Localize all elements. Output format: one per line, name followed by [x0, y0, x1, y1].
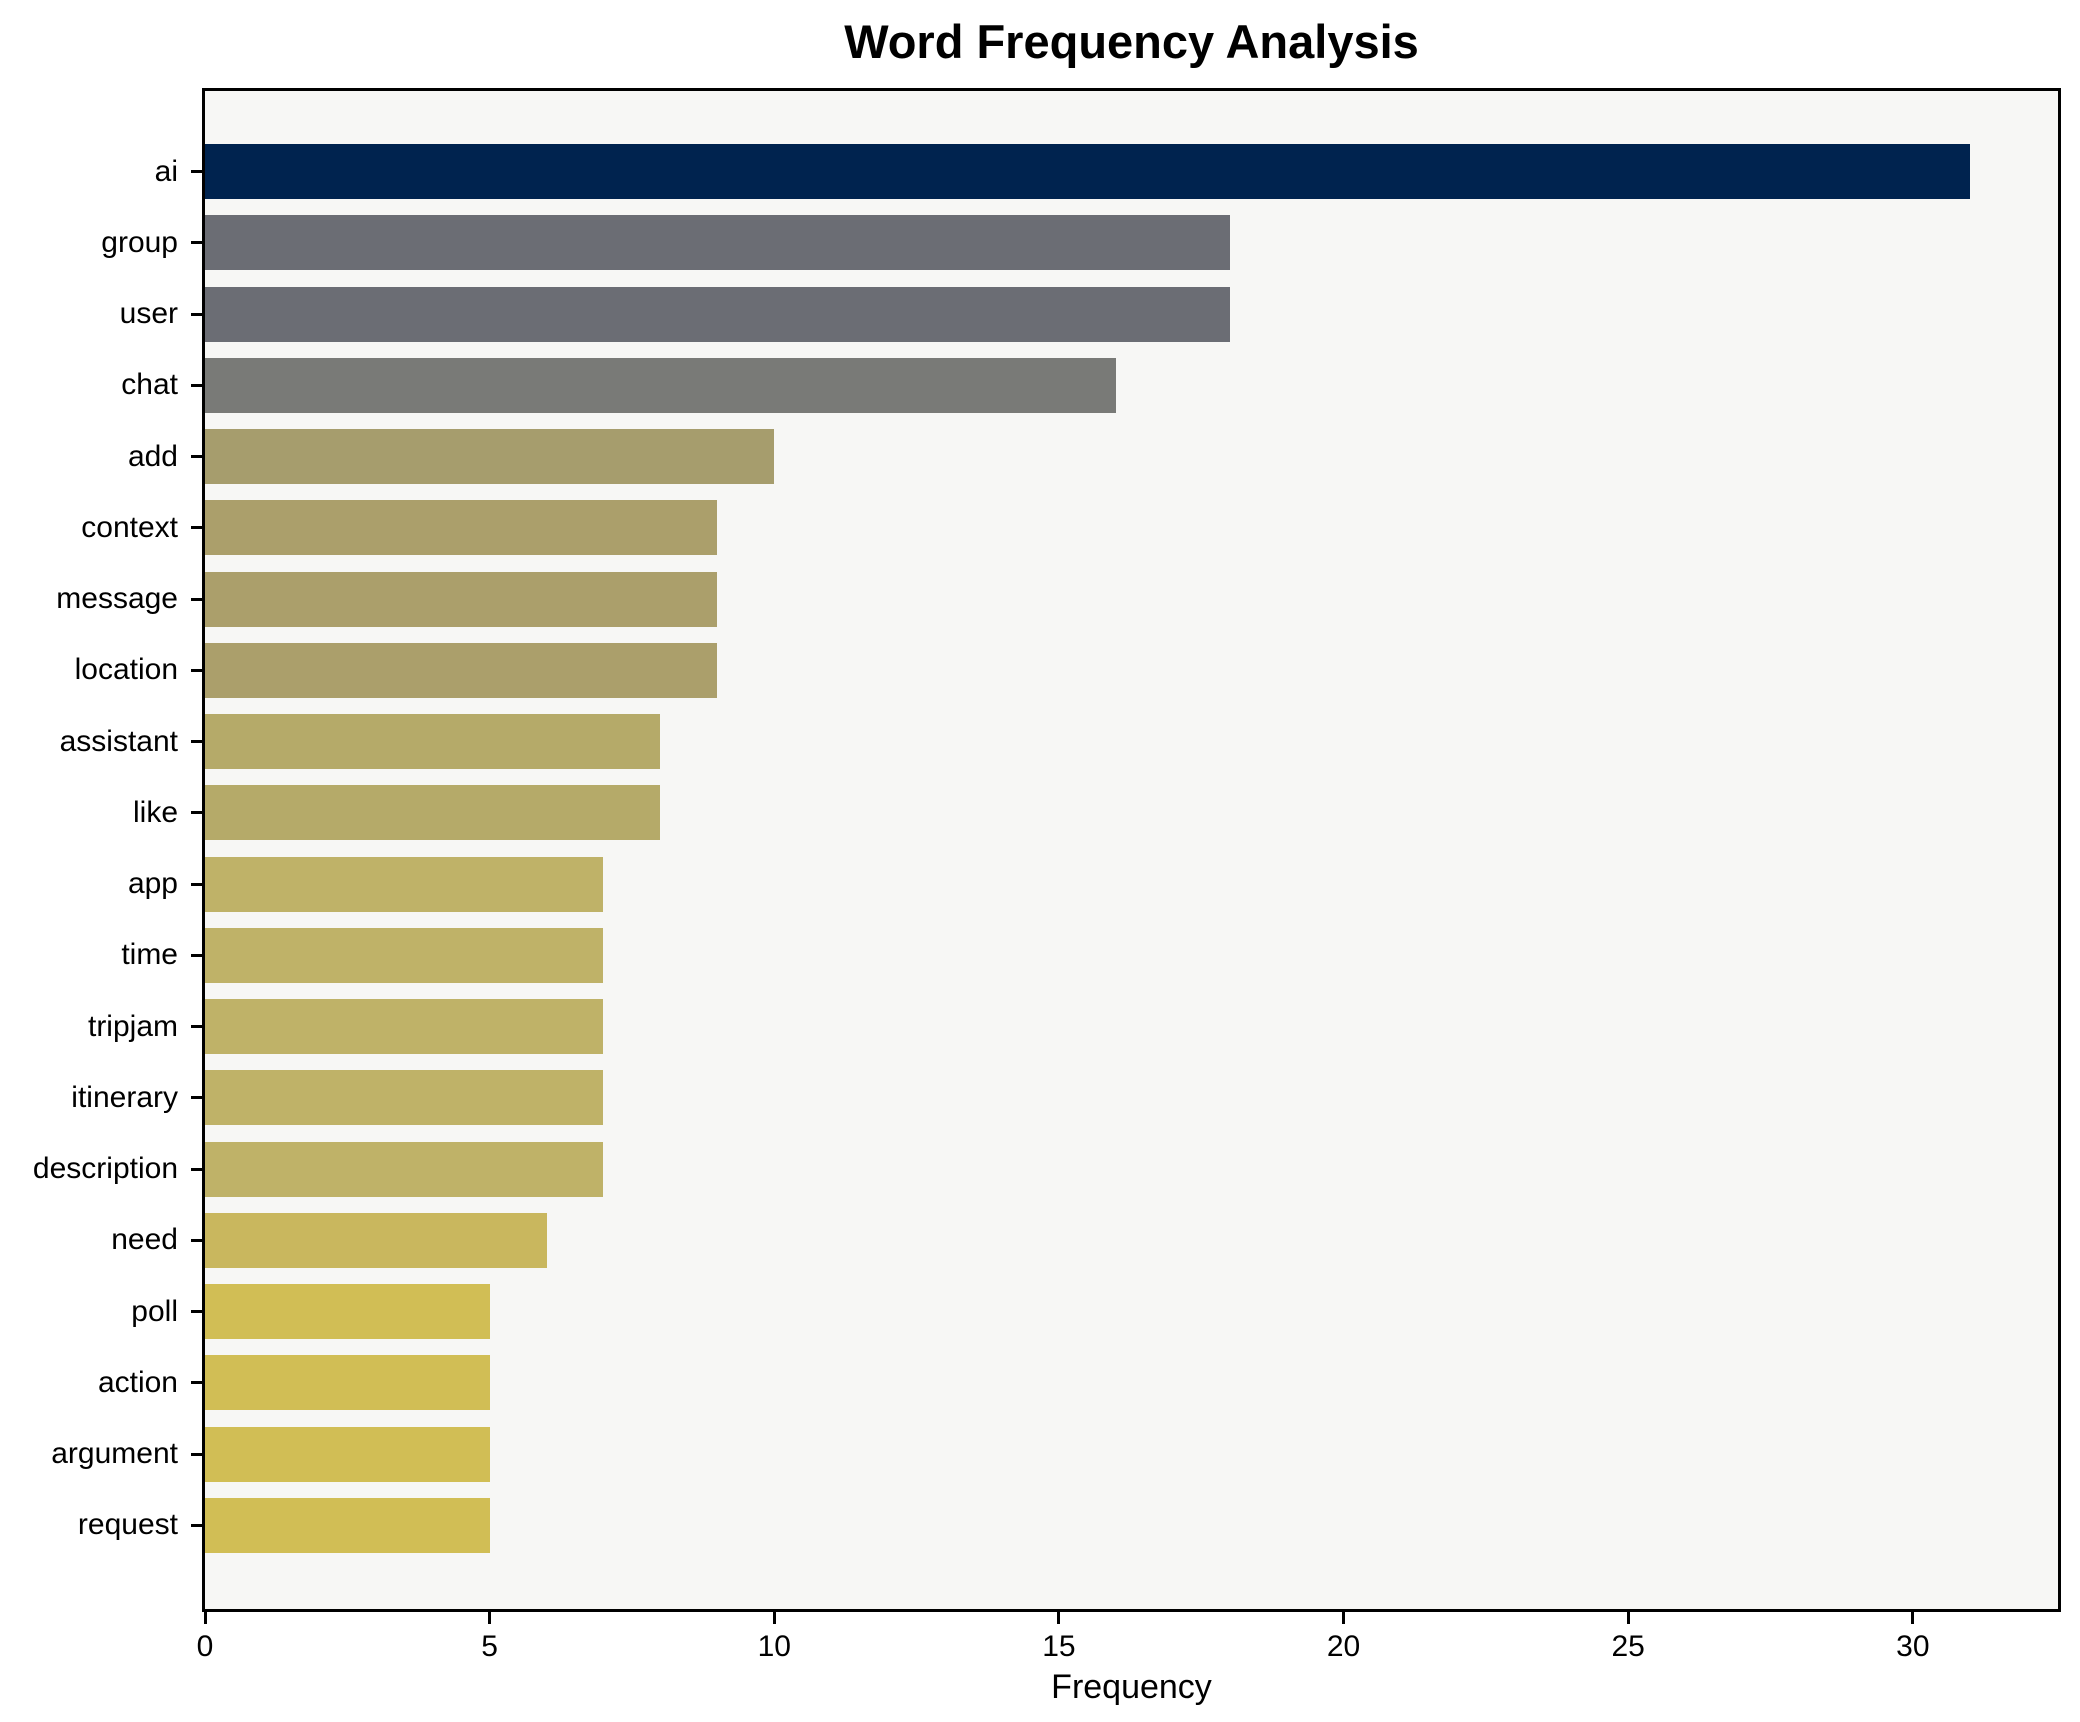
x-tick-label-5: 5 [481, 1630, 498, 1663]
x-tick-mark [1057, 1612, 1061, 1624]
y-tick-label-assistant: assistant [59, 724, 178, 758]
y-tick-mark [191, 383, 202, 387]
y-tick-mark [191, 1238, 202, 1242]
bar-need [205, 1212, 547, 1268]
plot-area [202, 88, 2061, 1612]
y-tick-mark [191, 811, 202, 815]
x-tick-label-0: 0 [196, 1630, 214, 1663]
y-tick-label-need: need [111, 1223, 178, 1257]
bar-chat [205, 357, 1116, 413]
bar-app [205, 856, 603, 912]
bar-location [205, 642, 717, 698]
x-tick-mark [203, 1612, 207, 1624]
y-tick-label-user: user [119, 297, 178, 330]
y-tick-label-location: location [74, 653, 178, 687]
x-tick-mark [488, 1612, 492, 1624]
bar-itinerary [205, 1070, 603, 1126]
y-tick-mark [191, 1381, 202, 1385]
y-tick-mark [191, 1167, 202, 1171]
y-tick-label-request: request [77, 1508, 178, 1542]
y-tick-mark [191, 241, 202, 245]
x-tick-mark [1911, 1612, 1915, 1624]
bar-context [205, 500, 717, 556]
y-tick-mark [191, 1523, 202, 1527]
y-tick-label-add: add [127, 439, 178, 473]
x-tick-label-25: 25 [1611, 1630, 1645, 1663]
y-tick-mark [191, 455, 202, 458]
y-tick-label-group: group [101, 225, 178, 259]
y-tick-mark [191, 1310, 202, 1313]
bar-action [205, 1355, 490, 1411]
bar-time [205, 927, 603, 983]
y-tick-mark [191, 953, 202, 957]
y-tick-label-ai: ai [154, 154, 178, 188]
y-tick-mark [191, 1452, 202, 1456]
bar-request [205, 1497, 490, 1553]
bar-assistant [205, 714, 660, 769]
y-tick-label-argument: argument [51, 1437, 178, 1470]
y-tick-mark [191, 668, 202, 672]
y-tick-label-action: action [97, 1365, 178, 1399]
bar-argument [205, 1426, 490, 1482]
x-tick-label-30: 30 [1896, 1630, 1930, 1663]
x-tick-label-15: 15 [1042, 1630, 1076, 1663]
bar-group [205, 215, 1230, 271]
y-tick-mark [191, 1096, 202, 1100]
y-tick-mark [191, 882, 202, 886]
y-tick-label-message: message [56, 582, 178, 615]
y-tick-mark [191, 740, 202, 743]
x-tick-mark [1626, 1612, 1630, 1624]
bar-message [205, 571, 717, 627]
y-tick-mark [191, 170, 202, 173]
bar-user [205, 286, 1230, 342]
bar-like [205, 785, 660, 841]
y-tick-mark [191, 526, 202, 530]
y-tick-mark [191, 597, 202, 601]
bar-description [205, 1141, 603, 1197]
y-tick-label-tripjam: tripjam [87, 1009, 178, 1043]
x-tick-label-20: 20 [1326, 1630, 1361, 1663]
x-tick-mark [772, 1612, 776, 1624]
chart-title: Word Frequency Analysis [844, 15, 1419, 68]
y-tick-label-description: description [32, 1152, 178, 1185]
y-tick-label-time: time [121, 938, 178, 972]
y-tick-label-like: like [132, 795, 178, 829]
x-tick-mark [1342, 1612, 1346, 1624]
y-tick-label-chat: chat [121, 368, 178, 402]
bar-tripjam [205, 999, 603, 1054]
bar-add [205, 429, 774, 484]
y-tick-mark [191, 312, 202, 316]
bar-ai [205, 144, 1970, 199]
y-tick-mark [191, 1025, 202, 1028]
x-axis-label: Frequency [1051, 1668, 1212, 1706]
x-tick-label-10: 10 [757, 1630, 791, 1663]
y-tick-label-context: context [81, 510, 178, 544]
bar-poll [205, 1284, 490, 1339]
y-tick-label-itinerary: itinerary [71, 1080, 178, 1114]
y-tick-label-app: app [127, 867, 178, 900]
y-tick-label-poll: poll [131, 1294, 178, 1328]
